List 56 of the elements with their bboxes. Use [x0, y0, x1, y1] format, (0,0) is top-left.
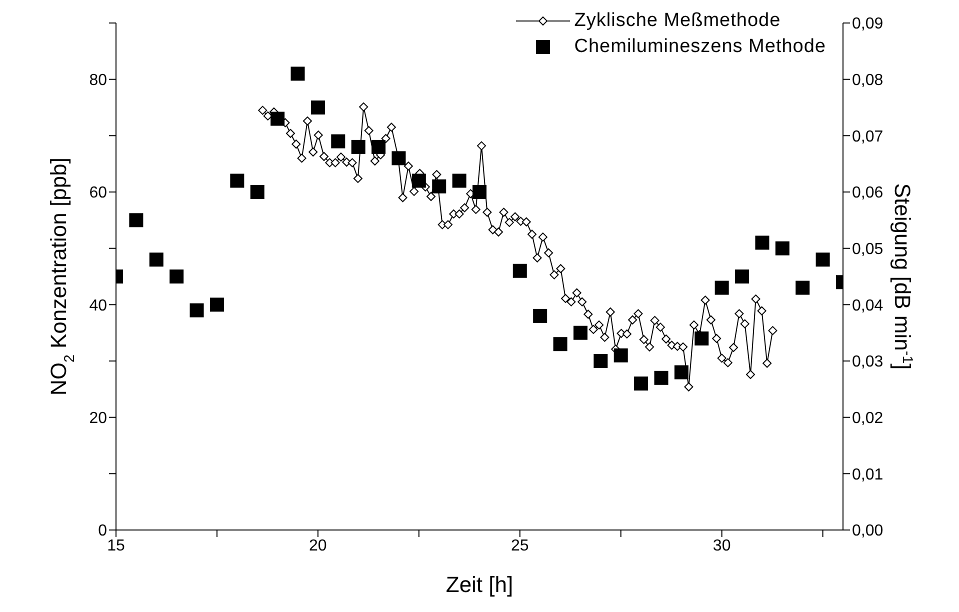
point	[735, 270, 750, 284]
y-tick-label: 0	[98, 522, 108, 540]
point	[230, 174, 244, 188]
point	[533, 308, 548, 323]
y2-tick-label: 0,02	[852, 410, 884, 428]
y-tick-label: 60	[89, 184, 108, 202]
x-tick-label: 20	[309, 537, 327, 554]
x-tick-label: 30	[712, 537, 731, 554]
point	[714, 280, 729, 295]
x-tick-label: 25	[510, 537, 529, 554]
point	[694, 331, 709, 346]
point	[190, 303, 204, 318]
y2-tick-label: 0,03	[852, 354, 884, 371]
point	[796, 280, 810, 295]
y-tick-label: 80	[89, 72, 108, 90]
point	[775, 241, 790, 256]
y2-tick-label: 0,08	[852, 72, 884, 90]
y2-tick-label: 0,05	[852, 241, 884, 258]
point	[210, 298, 224, 312]
point	[816, 252, 830, 267]
point	[250, 185, 264, 199]
point	[512, 264, 527, 278]
y-tick-label: 20	[89, 410, 108, 428]
point	[129, 213, 144, 228]
y2-tick-label: 0,01	[852, 466, 884, 484]
point	[674, 365, 688, 380]
point	[170, 270, 184, 284]
point	[432, 179, 446, 194]
point	[452, 174, 466, 188]
y2-tick-label: 0,06	[852, 184, 884, 202]
point	[594, 354, 608, 368]
point	[149, 252, 164, 267]
y2-tick-label: 0,07	[852, 128, 884, 146]
y2-tick-label: 0,09	[852, 16, 884, 33]
x-tick-label: 15	[107, 537, 125, 554]
point	[472, 185, 486, 199]
point	[290, 66, 305, 81]
point	[755, 236, 770, 250]
y2-tick-label: 0,00	[852, 522, 884, 540]
point	[392, 151, 406, 166]
legend-label: Chemilumineszens Methode	[574, 35, 826, 59]
y-tick-label: 40	[89, 297, 108, 314]
point	[372, 140, 386, 154]
point	[331, 134, 346, 148]
point	[654, 370, 668, 385]
point	[614, 348, 628, 362]
point	[310, 100, 325, 114]
point	[634, 376, 648, 391]
point	[351, 140, 366, 154]
point	[573, 326, 588, 340]
x-axis-title: Zeit [h]	[446, 572, 514, 597]
legend-label: Zyklische Meßmethode	[574, 9, 781, 33]
point	[270, 112, 285, 126]
y2-tick-label: 0,04	[852, 297, 884, 314]
point	[412, 174, 426, 188]
point	[553, 337, 568, 352]
